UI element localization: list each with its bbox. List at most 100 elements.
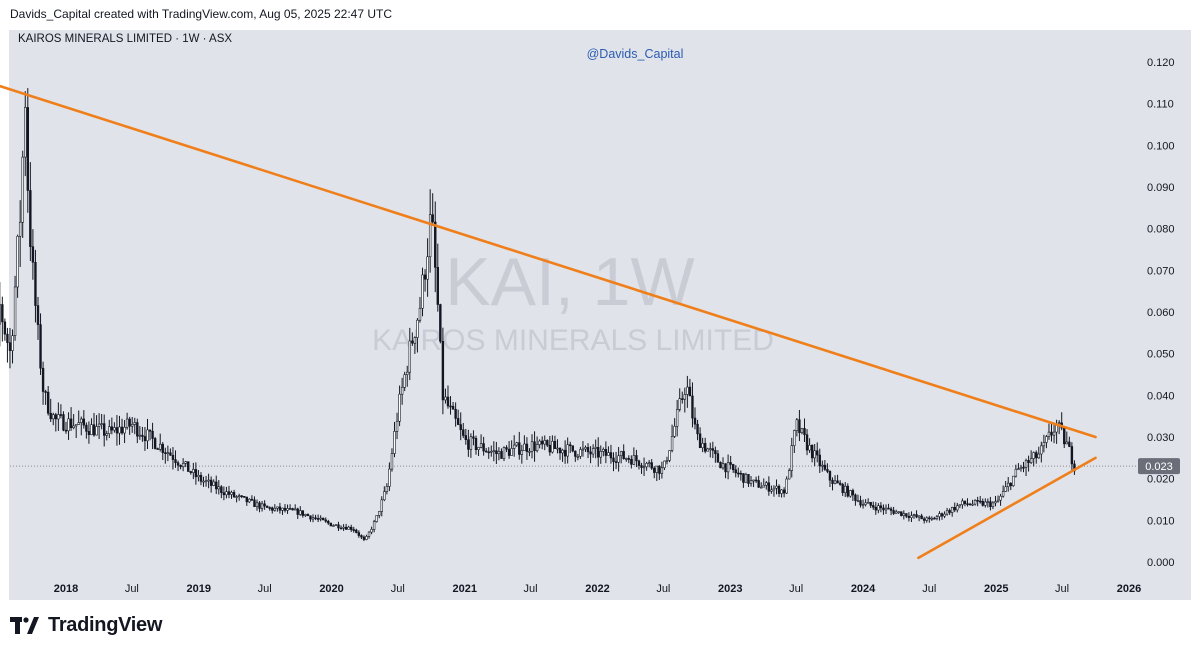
candle-body <box>973 499 977 505</box>
candle-body <box>400 387 404 395</box>
candle-body <box>189 471 192 473</box>
candle-body <box>1022 466 1025 469</box>
candle-body <box>558 447 562 454</box>
candle-body <box>232 492 236 498</box>
candle-body <box>268 507 271 509</box>
candle-body <box>599 451 602 458</box>
candle-body <box>945 510 949 515</box>
candle-body <box>161 443 164 453</box>
candle-body <box>74 424 78 427</box>
candle-body <box>571 445 574 452</box>
candle-body <box>250 498 254 501</box>
candle-body <box>627 458 630 460</box>
candle-body <box>1012 475 1015 487</box>
candle-body <box>1050 431 1053 436</box>
candle-body <box>609 452 613 459</box>
candle-body <box>668 450 671 461</box>
candle-body <box>576 455 580 458</box>
candle-body <box>423 274 427 280</box>
candle-body <box>207 479 210 482</box>
time-axis[interactable]: 2018 Jul 2019 Jul 2020 Jul 2021 Jul 2022 Jul 2023 J… <box>54 583 1141 595</box>
candle-body <box>378 511 381 516</box>
candle-body <box>882 507 885 511</box>
candle-body <box>602 449 605 452</box>
candle-body <box>861 504 865 506</box>
support-trendline[interactable] <box>917 456 1097 560</box>
candle-body <box>790 445 793 471</box>
candle-body <box>826 469 829 472</box>
candle-body <box>138 434 142 437</box>
candle-body <box>406 371 409 375</box>
candle-body <box>148 429 152 432</box>
candle-body <box>976 499 979 502</box>
candle-body <box>996 499 1000 502</box>
candle-body <box>739 472 743 475</box>
candle-body <box>380 499 383 512</box>
candle-body <box>731 464 735 471</box>
candle-body <box>762 484 765 488</box>
candle-body <box>922 518 926 521</box>
tradingview-logo-icon <box>10 616 39 634</box>
candle-body <box>360 535 363 538</box>
candle-body <box>428 214 432 258</box>
candle-body <box>253 499 256 507</box>
candle-body <box>729 462 732 465</box>
candle-body <box>46 391 50 414</box>
candle-body <box>943 513 946 517</box>
candle-body <box>574 450 577 457</box>
resistance-trendline[interactable] <box>0 79 1097 439</box>
candle-body <box>744 474 748 483</box>
candle-body <box>851 490 855 496</box>
price-axis[interactable]: 0.120 0.110 0.100 0.090 0.080 0.070 0.060 0.050… <box>1147 57 1175 569</box>
candle-body <box>418 307 422 321</box>
candle-body <box>431 214 434 223</box>
candle-body <box>706 448 709 452</box>
candle-body <box>426 256 429 280</box>
candle-body <box>181 463 185 468</box>
candle-body <box>749 480 753 484</box>
candle-body <box>11 335 14 351</box>
candle-body <box>594 446 597 449</box>
candle-body <box>686 386 689 395</box>
candle-body <box>90 424 93 436</box>
candle-body <box>235 496 238 498</box>
candle-body <box>1042 442 1046 447</box>
candle-body <box>1 304 4 323</box>
candle-body <box>803 428 806 435</box>
trendlines-layer[interactable] <box>0 79 1097 560</box>
x-tick-label: Jul <box>656 583 670 595</box>
candle-body <box>230 492 233 495</box>
candle-body <box>449 405 452 408</box>
watermark-symbol: KAI, 1W <box>445 244 694 320</box>
candle-body <box>416 319 419 338</box>
candle-body <box>59 414 63 416</box>
candle-body <box>0 304 1 325</box>
candle-body <box>209 479 213 486</box>
candle-body <box>670 436 674 451</box>
candle-body <box>515 442 518 446</box>
candle-body <box>925 517 928 521</box>
candle-body <box>734 469 737 474</box>
candle-body <box>199 475 203 482</box>
candle-body <box>617 455 620 463</box>
candle-body <box>556 447 559 450</box>
candle-body <box>818 454 821 467</box>
candle-body <box>538 440 541 445</box>
candle-body <box>288 508 292 510</box>
candle-body <box>683 394 687 400</box>
candle-body <box>675 409 679 427</box>
tradingview-footer[interactable]: TradingView <box>10 614 162 637</box>
candle-body <box>434 221 437 268</box>
candle-body <box>546 440 549 446</box>
candle-body <box>497 451 501 455</box>
candle-body <box>823 464 827 470</box>
candle-body <box>357 532 361 536</box>
candle-body <box>889 508 893 511</box>
y-tick-label: 0.120 <box>1147 57 1175 69</box>
candle-body <box>553 440 557 449</box>
candle-body <box>1035 452 1038 459</box>
candle-body <box>831 479 834 484</box>
candle-body <box>523 443 526 451</box>
candle-body <box>385 486 389 492</box>
